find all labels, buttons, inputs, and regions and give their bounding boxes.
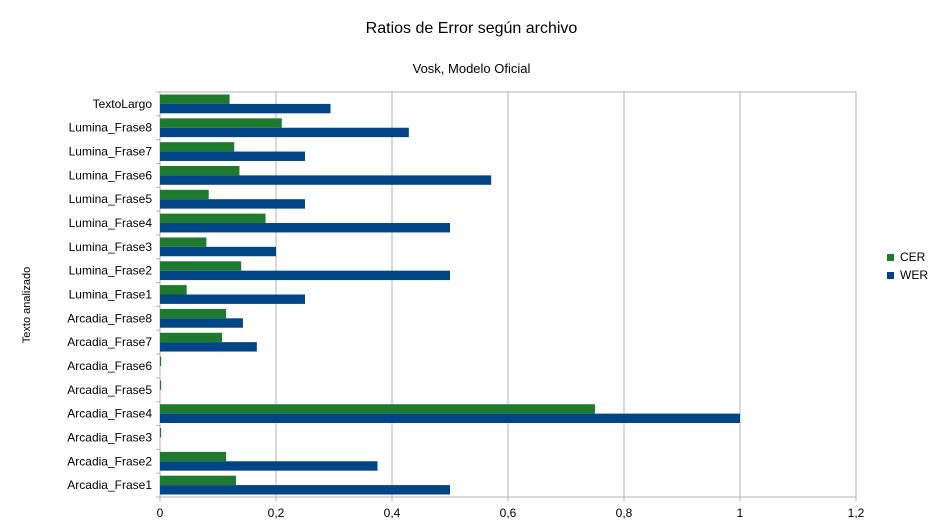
x-tick-label: 0,2 [268,506,285,520]
bar-wer [160,103,331,114]
legend-swatch-wer [887,271,894,279]
category-label: TextoLargo [93,97,153,111]
category-label: Arcadia_Frase3 [67,430,152,444]
bar-cer [160,237,207,247]
x-tick-label: 0 [157,506,164,520]
category-label: Arcadia_Frase1 [67,478,152,492]
bar-cer [160,380,162,390]
bar-wer [160,151,305,161]
bar-wer [160,318,243,328]
bar-wer [160,246,276,257]
bar-cer [160,285,187,295]
x-tick-label: 1 [737,506,744,520]
bar-wer [160,223,450,233]
bar-cer [160,475,236,486]
bar-cer [160,118,282,128]
category-label: Arcadia_Frase4 [67,407,152,421]
bar-cer [160,189,209,200]
bar-wer [160,175,492,185]
x-tick-label: 1,2 [848,506,865,520]
bar-wer [160,342,257,352]
bar-wer [160,199,305,209]
bar-wer [160,485,450,495]
legend-swatch-cer [887,253,894,261]
x-tick-label: 0,4 [384,506,401,520]
chart-title: Ratios de Error según archivo [365,20,578,37]
legend-item-wer: WER [887,266,928,284]
category-label: Lumina_Frase3 [69,240,153,254]
category-label: Arcadia_Frase2 [67,454,152,468]
bar-cer [160,261,242,271]
bar-cer [160,356,162,366]
bar-cer [160,142,235,152]
legend: CER WER [887,248,928,284]
category-label: Arcadia_Frase8 [67,311,152,325]
bar-wer [160,270,450,281]
category-label: Arcadia_Frase7 [67,335,152,349]
bar-cer [160,165,240,176]
x-tick-label: 0,8 [616,506,633,520]
chart-subtitle: Vosk, Modelo Oficial [412,61,531,76]
bar-cer [160,451,227,462]
category-label: Arcadia_Frase5 [67,383,152,397]
category-label: Lumina_Frase4 [69,216,153,230]
category-label: Lumina_Frase5 [69,192,153,206]
legend-item-cer: CER [887,248,928,266]
bar-cer [160,213,266,224]
bar-wer [160,413,740,424]
bar-wer [160,127,409,138]
bar-wer [160,294,305,304]
bar-cer [160,332,223,343]
bar-cer [160,428,162,438]
category-label: Lumina_Frase6 [69,168,153,182]
category-label: Lumina_Frase7 [69,145,153,159]
category-label: Lumina_Frase1 [69,288,153,302]
bar-cer [160,308,227,319]
legend-label-cer: CER [900,250,926,264]
legend-label-wer: WER [900,268,928,282]
x-tick-label: 0,6 [500,506,517,520]
category-label: Lumina_Frase2 [69,264,153,278]
bar-wer [160,461,378,471]
category-label: Lumina_Frase8 [69,121,153,135]
category-label: Arcadia_Frase6 [67,359,152,373]
bar-cer [160,94,230,104]
bar-cer [160,404,595,414]
